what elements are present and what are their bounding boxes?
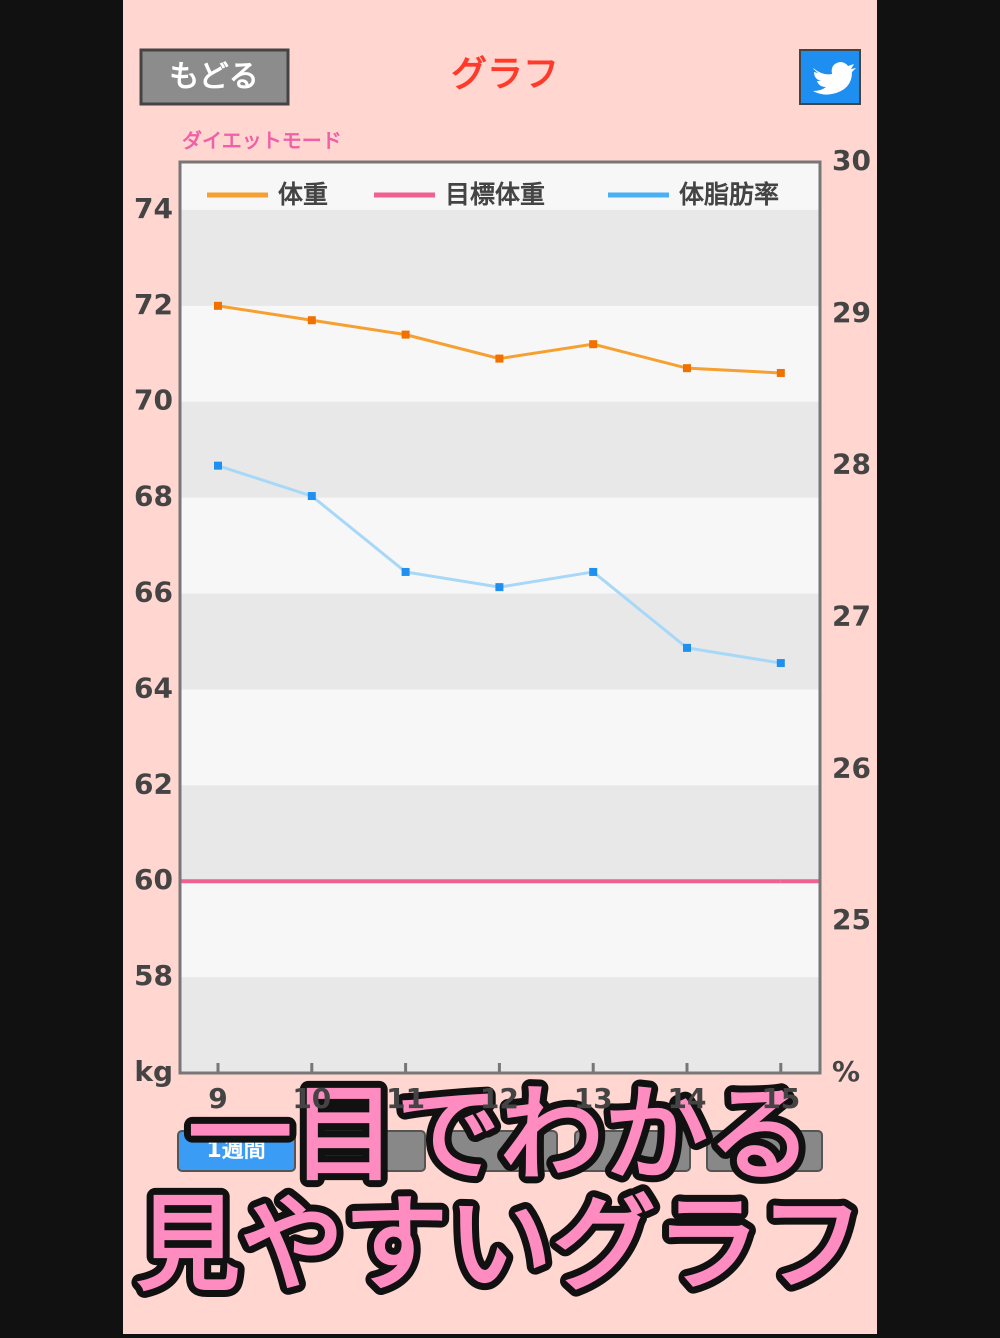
period-button[interactable]: [177, 1130, 296, 1172]
x-tick-label: 15: [761, 1082, 800, 1115]
y-axis-unit: kg: [134, 1055, 173, 1088]
y-tick-label: 58: [134, 959, 173, 992]
point: [214, 461, 222, 470]
y-tick-label: 62: [134, 767, 173, 800]
grid-band: [180, 593, 820, 690]
y2-tick-label: 28: [832, 448, 871, 481]
point: [214, 301, 222, 310]
x-tick-label: 13: [574, 1082, 613, 1115]
legend-label: 目標体重: [445, 180, 545, 209]
back-button-label[interactable]: もどる: [169, 60, 258, 95]
y2-tick-label: 29: [832, 296, 871, 329]
point: [401, 330, 410, 339]
legend-label: 体脂肪率: [679, 180, 779, 209]
twitter-button[interactable]: [799, 49, 861, 105]
legend-label: 体重: [278, 180, 328, 209]
screen-title: グラフ: [451, 54, 559, 95]
caption: 一目でわかる 見やすいグラフ: [129, 1066, 871, 1312]
grid-band: [180, 209, 820, 306]
x-tick-label: 12: [480, 1082, 519, 1115]
point: [776, 659, 785, 668]
back-button[interactable]: もどる: [139, 48, 290, 106]
y-tick-label: 68: [134, 480, 173, 513]
point: [683, 364, 691, 373]
x-tick-label: 11: [386, 1082, 425, 1115]
point: [495, 354, 504, 363]
x-tick-label: 10: [292, 1082, 331, 1115]
grid-band: [180, 401, 820, 498]
x-tick-label: 14: [668, 1082, 707, 1115]
twitter-icon[interactable]: [813, 62, 856, 95]
period-button[interactable]: [706, 1130, 823, 1172]
plot: [180, 209, 820, 1073]
grid-band: [180, 977, 820, 1073]
point: [589, 340, 598, 349]
point: [495, 583, 504, 592]
mode-label: ダイエットモード: [182, 129, 342, 153]
period-button[interactable]: [574, 1130, 691, 1172]
y-tick-label: 72: [134, 288, 173, 321]
period-button-label[interactable]: 1週間: [206, 1138, 265, 1163]
point: [307, 316, 316, 325]
point: [307, 492, 316, 501]
period-button[interactable]: [309, 1130, 426, 1172]
x-tick-label: 9: [208, 1082, 227, 1115]
y-tick-label: 60: [134, 863, 173, 896]
y-tick-label: 66: [134, 576, 173, 609]
y2-tick-label: 26: [832, 751, 871, 784]
point: [589, 567, 598, 576]
point: [683, 643, 691, 652]
y2-tick-label: 25: [832, 903, 871, 936]
caption-line: 見やすいグラフ: [136, 1183, 864, 1305]
y-tick-label: 74: [134, 192, 173, 225]
period-button[interactable]: [441, 1130, 558, 1172]
point: [776, 368, 785, 377]
point: [401, 567, 410, 576]
y2-tick-label: 30: [832, 144, 871, 177]
y2-tick-label: 27: [832, 600, 871, 633]
period-buttons: 1週間: [177, 1130, 823, 1172]
caption-line: 一目でわかる: [188, 1073, 812, 1195]
y-tick-label: 70: [134, 384, 173, 417]
back-button-box[interactable]: [139, 48, 290, 106]
grid-band: [180, 785, 820, 882]
y-tick-label: 64: [134, 671, 173, 704]
y2-axis-unit: %: [832, 1055, 860, 1088]
